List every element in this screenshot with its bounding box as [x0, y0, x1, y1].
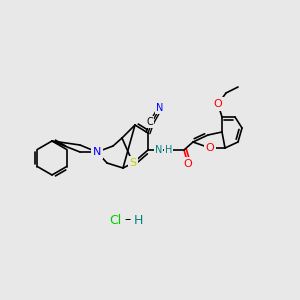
Text: Cl: Cl — [109, 214, 121, 226]
Text: N: N — [93, 147, 101, 157]
Text: O: O — [214, 99, 222, 109]
Text: O: O — [206, 143, 214, 153]
Text: N: N — [156, 103, 164, 113]
Text: S: S — [129, 158, 137, 168]
Text: N: N — [154, 145, 162, 155]
Text: O: O — [184, 159, 192, 169]
Text: –: – — [125, 214, 131, 226]
Text: H: H — [133, 214, 143, 226]
Text: C: C — [147, 117, 153, 127]
Text: H: H — [165, 145, 172, 155]
